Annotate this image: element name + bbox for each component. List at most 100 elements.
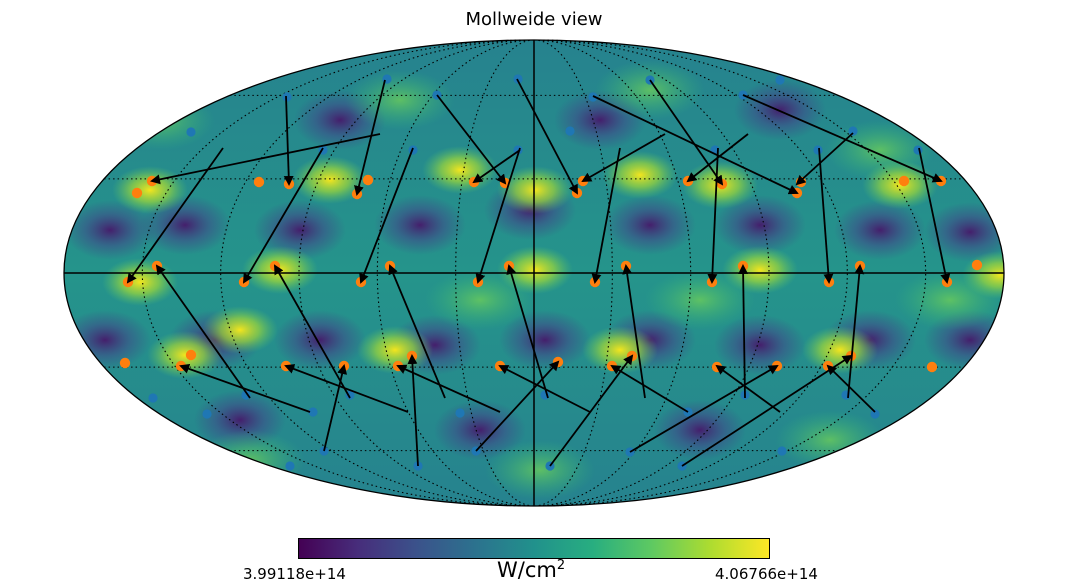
displacement-arrow [506,264,549,399]
blue-point-marker [848,126,858,136]
high-intensity-region [202,306,278,354]
blue-point-marker [308,407,318,417]
high-intensity-region [602,151,678,199]
displacement-arrow [847,264,865,399]
displacement-arrow [707,147,719,284]
blue-point-marker [913,145,923,155]
displacement-arrow [284,364,409,413]
blue-point-marker [202,409,212,419]
low-intensity-region [714,195,806,255]
displacement-arrow [629,364,779,453]
displacement-arrow [475,147,521,284]
displacement-arrow [591,147,621,284]
displacement-arrow [826,364,876,413]
displacement-arrow [622,264,646,399]
orange-point-marker [971,259,983,271]
meridian-line [533,39,927,507]
low-intensity-region [714,315,806,375]
arrow-layer [126,78,951,467]
displacement-arrow [150,133,381,185]
low-intensity-region [499,310,591,370]
blue-point-marker [455,408,465,418]
blue-point-marker [285,461,295,471]
orange-point-marker [898,175,910,187]
mid-intensity-region [485,440,595,500]
displacement-arrow [126,147,224,284]
displacement-arrow [818,147,834,284]
displacement-arrow [498,365,591,413]
displacement-arrow [610,364,689,413]
orange-point-marker [131,187,143,199]
displacement-arrow [407,354,419,467]
displacement-arrow [242,147,324,284]
displacement-arrow [274,264,351,399]
colorbar [298,538,770,559]
high-intensity-region [862,161,938,209]
orange-point-marker [795,176,807,188]
displacement-arrow [396,364,501,413]
low-intensity-region [734,80,826,140]
high-intensity-region [497,166,573,214]
displacement-arrow [516,78,578,195]
high-intensity-region [722,246,798,294]
blue-point-marker [777,446,787,456]
mid-intensity-region [195,430,305,490]
high-intensity-region [962,251,1004,299]
displacement-arrow [581,133,666,182]
displacement-arrow [388,264,446,399]
displacement-arrow [472,149,521,184]
blue-point-marker [565,126,575,136]
mid-intensity-region [645,270,755,330]
mid-intensity-region [105,90,215,150]
displacement-arrow [155,264,251,399]
blue-point-marker [148,393,158,403]
displacement-arrow [715,364,781,413]
low-intensity-region [254,200,346,260]
orange-point-marker [253,176,265,188]
meridian-line [141,39,535,507]
orange-point-marker [926,361,938,373]
low-intensity-region [654,400,746,460]
low-intensity-region [374,195,466,255]
displacement-arrow [179,363,311,413]
orange-point-marker [119,357,131,369]
high-intensity-region [112,166,188,214]
colorbar-unit-label: W/cm2 [497,558,566,582]
displacement-arrow [354,79,386,196]
blue-point-marker [813,145,823,155]
blue-point-marker [241,390,251,400]
colorbar-max-label: 4.06766e+14 [715,565,818,583]
displacement-arrow [681,354,853,467]
displacement-arrow [359,147,414,284]
low-intensity-region [604,195,696,255]
displacement-arrow [475,360,560,452]
mid-intensity-region [775,410,885,470]
orange-point-marker [185,349,197,361]
blue-point-marker [540,390,550,400]
high-intensity-region [242,246,318,294]
blue-point-marker [588,92,598,102]
mid-intensity-region [345,70,455,130]
colorbar-min-label: 3.99118e+14 [243,565,346,583]
displacement-arrow [742,94,943,183]
high-intensity-region [497,246,573,294]
low-intensity-region [64,200,156,260]
displacement-arrow [649,79,724,186]
low-intensity-region [274,310,366,370]
blue-point-marker [870,409,880,419]
blue-point-marker [282,92,292,102]
blue-point-marker [186,127,196,137]
mid-intensity-region [595,60,705,120]
high-intensity-region [582,326,658,374]
high-intensity-region [422,146,498,194]
high-intensity-region [802,326,878,374]
displacement-arrow [323,364,348,452]
displacement-arrow [283,95,294,186]
low-intensity-region [834,200,926,260]
displacement-arrow [592,95,799,195]
displacement-arrow [549,354,634,467]
displacement-arrow [738,264,749,399]
blue-point-marker [775,75,785,85]
orange-point-marker [362,174,374,186]
